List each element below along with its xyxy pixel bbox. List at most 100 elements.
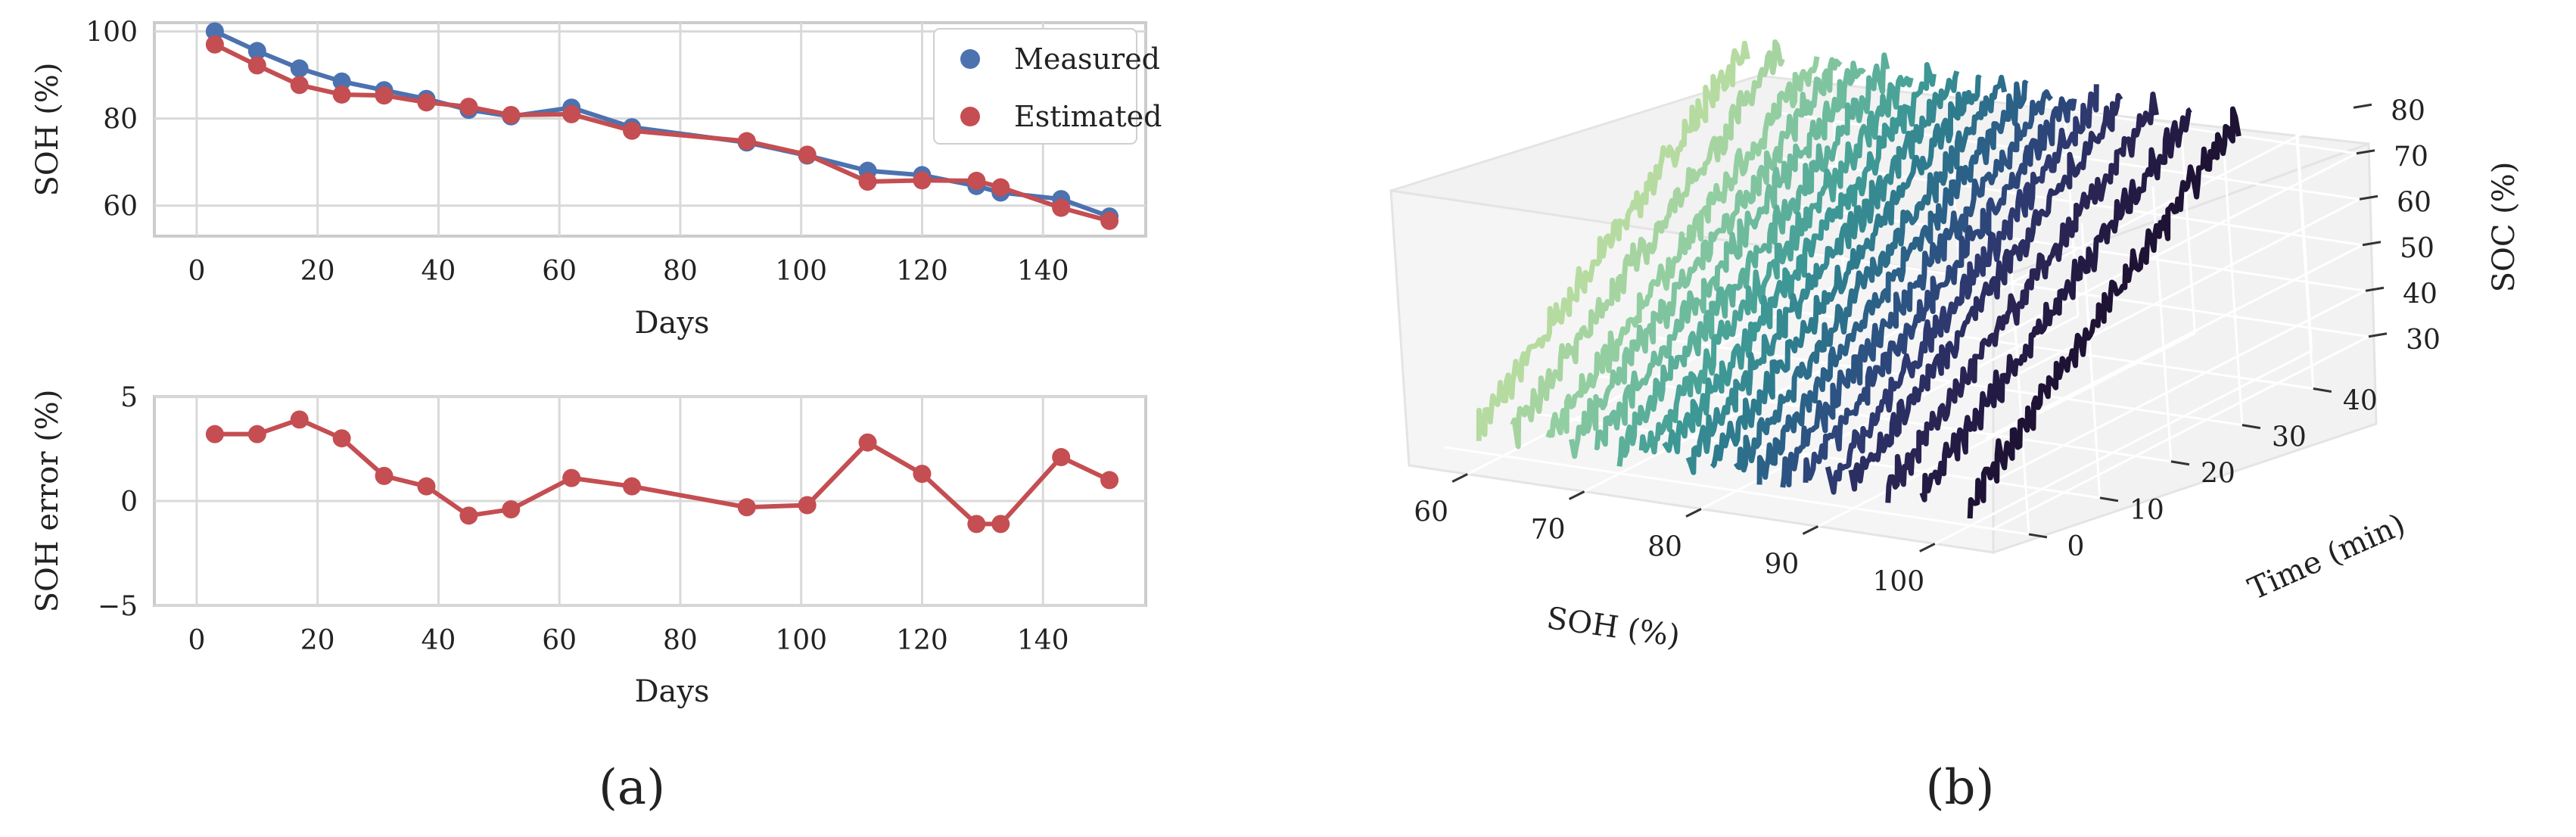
soc-3d-curves [1476,39,2242,519]
x-tick-label: 20 [300,256,335,287]
data-point [1100,211,1119,230]
3d-curve [1885,92,2159,503]
3d-gridline [2294,114,2315,389]
data-point [913,171,932,190]
data-point [332,72,351,91]
3d-gridline [1982,198,2360,394]
soc-tick-mark [2356,149,2375,155]
soc-tick-label: 80 [2391,95,2425,126]
time-tick-mark [2242,424,2261,430]
data-point [502,500,521,519]
soh-tick-label: 90 [1764,549,1799,580]
3d-curve [1476,40,1750,441]
time-tick-mark [2099,496,2119,503]
soc-axis-ticks: 30 40 50 60 70 80 [2353,95,2441,356]
soc-tick-mark [2368,332,2388,338]
y-tick-label: 0 [120,487,138,518]
data-point [332,429,351,448]
soc-tick-label: 70 [2394,142,2428,173]
time-tick-label: 40 [2343,385,2378,416]
3d-curve [1825,84,2099,495]
soh-tick-label: 80 [1647,532,1682,563]
data-point [205,35,224,54]
data-point [991,515,1010,534]
data-point [290,410,309,429]
3d-curve [1710,74,1982,469]
time-tick-label: 10 [2130,495,2164,526]
soh-axis-ticks: 60 70 80 90 100 [1414,473,1936,598]
data-point [1052,198,1071,217]
y-tick-label: 5 [120,382,138,413]
data-point [247,425,266,443]
data-point [1100,471,1119,490]
time-tick-label: 0 [2067,531,2085,562]
3d-gridline [1769,19,2354,109]
3d-gridline [1515,409,2101,499]
legend-estimated-label: Estimated [1014,100,1162,133]
soh-error-x-ticks: 0 20 40 60 80 100 120 140 [188,625,1069,656]
x-tick-label: 120 [896,625,948,656]
y-tick-label: 60 [103,191,138,222]
soh-tick-mark [1568,490,1585,500]
x-tick-label: 20 [300,625,335,656]
data-point [459,506,478,525]
data-point [858,173,877,191]
soh-error-y-ticks: −5 0 5 [98,382,138,622]
soh-days-x-axis-label: Days [634,306,709,341]
soh-days-x-ticks: 0 20 40 60 80 100 120 140 [188,256,1069,287]
3d-curve [1733,74,2008,473]
soc-tick-mark [2359,194,2378,201]
x-tick-label: 40 [422,625,456,656]
soh-days-gridlines [154,23,1146,236]
3d-curve [1569,57,1843,459]
soh-tick-mark [1919,543,1936,552]
data-point [623,477,642,496]
data-point [332,85,351,104]
soh-days-legend: Measured Estimated [933,28,1162,145]
x-tick-label: 40 [422,256,456,287]
soc-tick-label: 60 [2397,187,2431,218]
3d-curve [1638,74,1914,455]
3d-curve [1616,52,1890,467]
x-tick-label: 120 [896,256,948,287]
data-point [798,145,817,164]
x-tick-label: 80 [663,625,698,656]
data-point [967,515,986,534]
3d-gridline [1657,337,2243,427]
data-point [502,106,521,125]
data-point [459,98,478,117]
data-point [205,22,224,41]
3d-curve [1545,56,1820,439]
3d-gridline [1817,332,2196,527]
3d-curve [1594,61,1866,450]
3d-curve [1662,62,1937,455]
3d-gridline [2223,150,2244,425]
soh-days-y-ticks: 60 80 100 [86,17,138,222]
data-point [290,76,309,95]
soh-error-chart: 0 20 40 60 80 100 120 140 −5 0 5 Days SOH error (… [30,382,1147,709]
data-point [375,466,394,485]
y-tick-label: 100 [86,17,138,48]
data-point [913,465,932,484]
3d-gridline [1444,446,2030,536]
soh-error-y-axis-label: SOH error (%) [30,390,65,613]
data-point [737,132,756,151]
3d-gridline [2175,58,2196,334]
x-tick-label: 140 [1017,625,1069,656]
x-tick-label: 140 [1017,256,1069,287]
time-3d-axis-label: Time (min) [2243,507,2410,607]
data-point [247,42,266,61]
soh-error-x-axis-label: Days [634,674,709,709]
data-point [417,93,436,112]
3d-gridline [1979,152,2357,348]
data-point [1052,448,1071,467]
x-tick-label: 60 [542,625,577,656]
data-point [375,86,394,105]
time-axis-ticks: 0 10 20 30 40 [2028,385,2378,562]
data-point [562,468,581,487]
panel-b-label: (b) [1926,760,1995,816]
3d-curve [1919,107,2192,503]
soh-tick-mark [1685,508,1702,518]
x-tick-label: 60 [542,256,577,287]
soh-tick-mark [1451,473,1468,483]
